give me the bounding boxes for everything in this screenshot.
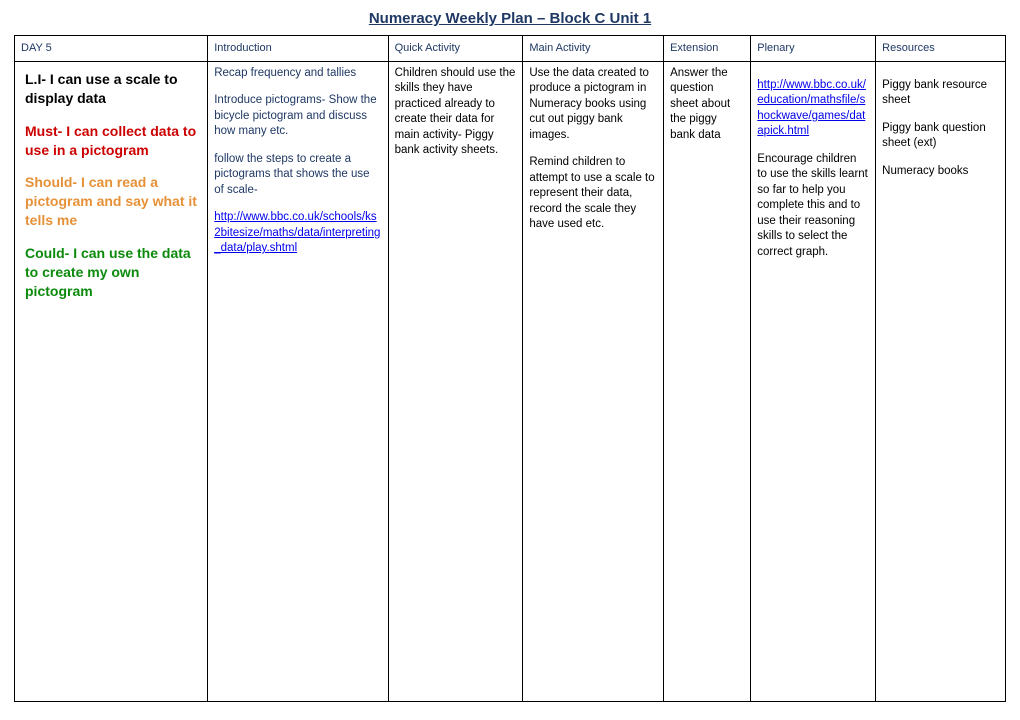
table-header-row: DAY 5 Introduction Quick Activity Main A…	[15, 36, 1006, 62]
cell-introduction: Recap frequency and tallies Introduce pi…	[208, 61, 388, 701]
quick-p1: Children should use the skills they have…	[395, 66, 517, 159]
must-text: Must- I can collect data to use in a pic…	[25, 122, 197, 160]
plenary-link[interactable]: http://www.bbc.co.uk/education/mathsfile…	[757, 79, 866, 138]
cell-extension: Answer the question sheet about the pigg…	[664, 61, 751, 701]
cell-quick-activity: Children should use the skills they have…	[388, 61, 523, 701]
main-p1: Use the data created to produce a pictog…	[529, 66, 657, 144]
cell-main-activity: Use the data created to produce a pictog…	[523, 61, 664, 701]
could-text: Could- I can use the data to create my o…	[25, 244, 197, 301]
header-extension: Extension	[664, 36, 751, 62]
cell-learning-intentions: L.I- I can use a scale to display data M…	[15, 61, 208, 701]
intro-p2: Introduce pictograms- Show the bicycle p…	[214, 93, 381, 140]
page-title: Numeracy Weekly Plan – Block C Unit 1	[14, 10, 1006, 27]
header-day: DAY 5	[15, 36, 208, 62]
res-p2: Piggy bank question sheet (ext)	[882, 121, 999, 152]
res-p1: Piggy bank resource sheet	[882, 78, 999, 109]
intro-link[interactable]: http://www.bbc.co.uk/schools/ks2bitesize…	[214, 211, 380, 254]
header-main: Main Activity	[523, 36, 664, 62]
header-introduction: Introduction	[208, 36, 388, 62]
plan-table: DAY 5 Introduction Quick Activity Main A…	[14, 35, 1006, 702]
plenary-p1: Encourage children to use the skills lea…	[757, 152, 869, 261]
intro-p1: Recap frequency and tallies	[214, 66, 381, 82]
ext-p1: Answer the question sheet about the pigg…	[670, 66, 744, 144]
header-resources: Resources	[876, 36, 1006, 62]
intro-p3: follow the steps to create a pictograms …	[214, 152, 381, 199]
main-p2: Remind children to attempt to use a scal…	[529, 155, 657, 233]
li-text: L.I- I can use a scale to display data	[25, 70, 197, 108]
cell-resources: Piggy bank resource sheet Piggy bank que…	[876, 61, 1006, 701]
header-quick: Quick Activity	[388, 36, 523, 62]
should-text: Should- I can read a pictogram and say w…	[25, 173, 197, 230]
res-p3: Numeracy books	[882, 164, 999, 180]
header-plenary: Plenary	[751, 36, 876, 62]
table-row: L.I- I can use a scale to display data M…	[15, 61, 1006, 701]
cell-plenary: http://www.bbc.co.uk/education/mathsfile…	[751, 61, 876, 701]
